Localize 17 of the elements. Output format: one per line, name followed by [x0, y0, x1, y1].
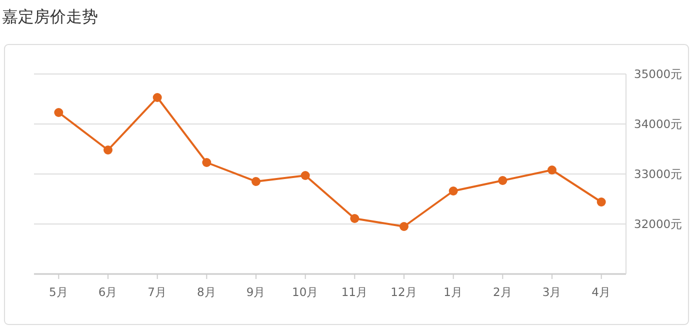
- x-tick-label: 7月: [148, 285, 167, 299]
- x-tick-label: 10月: [292, 285, 319, 299]
- title: 嘉定房价走势: [2, 7, 98, 26]
- y-tick-label: 35000元: [634, 67, 683, 81]
- x-tick-label: 4月: [592, 285, 611, 299]
- y-tick-label: 33000元: [634, 167, 683, 181]
- y-tick-label: 32000元: [634, 217, 683, 231]
- x-tick-label: 3月: [542, 285, 562, 299]
- x-tick-label: 12月: [390, 285, 418, 299]
- x-tick-label: 2月: [493, 285, 512, 299]
- y-tick-label: 34000元: [634, 117, 683, 131]
- x-tick-label: 8月: [197, 285, 216, 299]
- x-tick-label: 6月: [98, 285, 118, 299]
- x-tick-label: 1月: [444, 285, 463, 299]
- x-tick-label: 5月: [49, 285, 68, 299]
- x-tick-label: 11月: [341, 285, 368, 299]
- x-tick-label: 9月: [246, 285, 266, 299]
